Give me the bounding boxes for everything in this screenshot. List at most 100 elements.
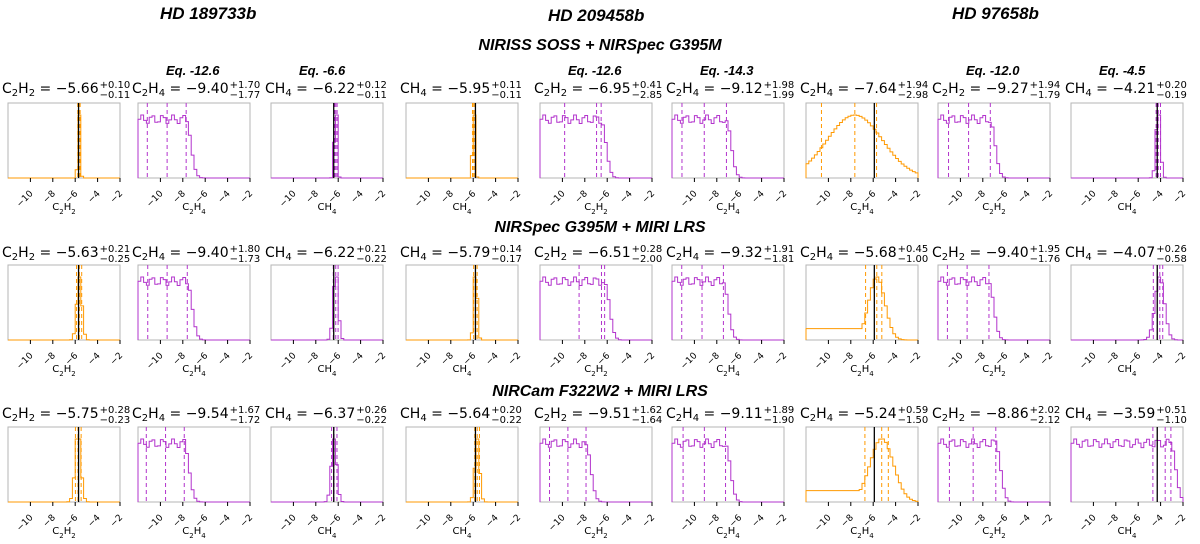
species-subscript: 2 [11, 413, 19, 424]
species-subscript: 2 [141, 88, 149, 99]
x-tick-label: −10 [679, 351, 700, 372]
panel-value-label: CH4 = −5.79 +0.14 −0.17 [400, 244, 522, 267]
x-tick-label: −2 [641, 351, 657, 367]
panel-value-label: CH4 = −6.37 +0.26 −0.22 [265, 405, 387, 428]
median-value: = −6.37 [291, 406, 356, 422]
lower-error: −1.90 [763, 415, 795, 426]
upper-error: +0.20 [1156, 80, 1187, 91]
error-bounds: +1.94 −2.98 [898, 81, 929, 101]
species-text: C [932, 81, 942, 97]
x-axis-label: CH4 [318, 202, 338, 216]
upper-error: +1.62 [631, 405, 663, 416]
lower-error: −0.11 [491, 90, 522, 101]
species-text: C [132, 245, 142, 261]
panel-value-label: C2H4 = −5.24 +0.59 −1.50 [800, 405, 928, 428]
x-tick-label: −10 [679, 513, 700, 534]
x-axis-label-subscript: 2 [989, 532, 993, 540]
species-text: H [948, 245, 959, 261]
x-axis-label-text: C [52, 526, 59, 537]
x-axis-label-text: C [182, 526, 189, 537]
x-tick-label: −10 [945, 513, 966, 534]
median-value: = −9.11 [699, 406, 763, 422]
x-tick-label: −2 [1039, 189, 1055, 205]
x-tick-label: −2 [1039, 351, 1055, 367]
x-tick-label: −2 [507, 189, 523, 205]
x-axis-label: C2H4 [716, 364, 740, 378]
error-bounds: +1.62 −1.64 [632, 406, 663, 426]
median-value: = −9.40 [165, 81, 229, 97]
x-axis-label: C2H4 [716, 526, 740, 540]
x-axis-label-text: C [716, 364, 723, 375]
x-axis-label-subscript: 4 [332, 532, 337, 540]
median-value: = −5.68 [833, 245, 897, 261]
x-axis-label-text: H [64, 364, 72, 375]
x-axis-label-subscript: 2 [59, 208, 63, 216]
x-axis-label-subscript: 4 [735, 532, 740, 540]
species-text: CH [265, 406, 286, 422]
panel-frame [805, 264, 919, 341]
x-tick-label: −2 [641, 189, 657, 205]
x-axis-label-text: CH [318, 526, 333, 537]
lower-error: −1.10 [1156, 415, 1187, 426]
species-text: C [534, 406, 544, 422]
x-axis-label: CH4 [453, 364, 473, 378]
x-axis-label-subscript: 4 [869, 208, 874, 216]
x-axis-label-text: H [994, 364, 1002, 375]
upper-error: +1.98 [763, 80, 795, 91]
x-tick-label: −2 [1039, 513, 1055, 529]
x-tick-label: −10 [278, 189, 299, 210]
x-tick-label: −4 [484, 513, 501, 530]
x-axis-label-subscript: 2 [857, 370, 861, 378]
x-axis-label: C2H4 [850, 526, 874, 540]
panel-frame [7, 426, 121, 503]
error-bounds: +1.80 −1.73 [230, 245, 261, 265]
x-tick-label: −4 [1149, 189, 1166, 206]
x-axis-label: C2H4 [182, 202, 206, 216]
x-axis-label-subscript: 2 [723, 208, 727, 216]
upper-error: +1.70 [229, 80, 261, 91]
error-bounds: +0.21 −0.25 [100, 245, 131, 265]
x-tick-label: −10 [278, 351, 299, 372]
x-axis-label: CH4 [453, 202, 473, 216]
posterior-histogram [1070, 438, 1184, 502]
species-subscript: 2 [560, 413, 568, 424]
panel-value-label: CH4 = −6.22 +0.21 −0.22 [265, 244, 387, 267]
posterior-histogram [937, 114, 1050, 179]
error-bounds: +0.12 −0.11 [356, 81, 387, 101]
species-subscript: 2 [141, 413, 149, 424]
x-axis-label: CH4 [1118, 364, 1138, 378]
species-text: C [666, 406, 676, 422]
error-bounds: +0.26 −0.22 [356, 406, 387, 426]
x-axis-label-text: H [596, 202, 604, 213]
x-axis-label: CH4 [453, 526, 473, 540]
upper-error: +0.41 [631, 80, 663, 91]
species-text: H [550, 245, 561, 261]
x-axis-label-text: CH [318, 364, 333, 375]
panel-frame [1070, 426, 1184, 503]
lower-error: −2.85 [631, 90, 663, 101]
x-tick-label: −4 [349, 189, 366, 206]
panel-value-label: C2H2 = −9.40 +1.95 −1.76 [932, 244, 1060, 267]
species-subscript: 2 [941, 413, 949, 424]
median-value: = −4.07 [1091, 245, 1156, 261]
lower-error: −0.22 [356, 254, 387, 265]
x-tick-label: −2 [507, 513, 523, 529]
species-text: H [550, 81, 561, 97]
x-tick-label: −4 [216, 351, 233, 368]
median-value: = −3.59 [1091, 406, 1156, 422]
median-value: = −5.79 [426, 245, 491, 261]
upper-error: +1.94 [897, 80, 929, 91]
upper-error: +0.51 [1156, 405, 1187, 416]
species-subscript: 4 [1085, 413, 1092, 424]
x-tick-label: −4 [884, 189, 901, 206]
x-tick-label: −2 [641, 513, 657, 529]
x-axis-label-text: C [982, 364, 989, 375]
x-axis-label-subscript: 4 [735, 208, 740, 216]
panel-value-label: CH4 = −6.22 +0.12 −0.11 [265, 80, 387, 103]
posterior-histogram [137, 276, 250, 341]
error-bounds: +0.14 −0.17 [491, 245, 522, 265]
species-text: C [666, 81, 676, 97]
species-subscript: 2 [543, 252, 551, 263]
x-tick-label: −10 [413, 351, 434, 372]
